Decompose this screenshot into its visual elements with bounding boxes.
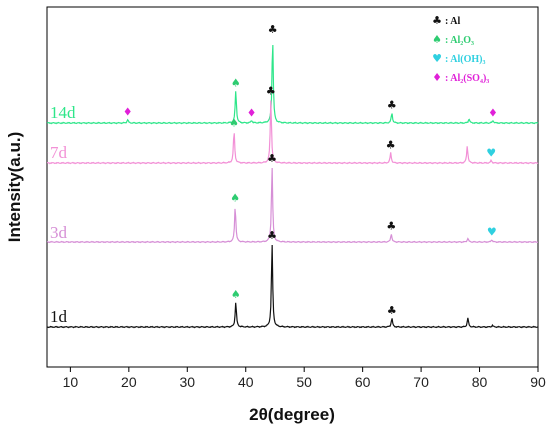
peak-marker: ♣ <box>387 99 397 112</box>
series-line <box>46 45 539 125</box>
series-group: 14d ♦ ♠ ♦ ♣ ♣ ♦ 7d ♠ ♣ ♣ ♥ 3d ♠ ♣ ♣ ♥ 1d ♠ ♣ ♣ <box>46 23 539 329</box>
peak-marker: ♦ <box>488 106 498 119</box>
peak-marker: ♣ <box>386 139 396 152</box>
x-tick-label: 60 <box>355 374 371 390</box>
peak-marker: ♣ <box>267 229 277 242</box>
series-line <box>46 167 539 244</box>
peak-marker: ♥ <box>486 146 496 159</box>
peak-marker: ♥ <box>487 226 497 239</box>
legend-entry-label: : Al₂O₃ <box>445 35 474 46</box>
x-axis-title: 2θ(degree) <box>249 405 335 424</box>
y-axis-title: Intensity(a.u.) <box>5 132 24 243</box>
plot-frame <box>46 6 539 368</box>
peak-marker: ♣ <box>267 152 277 165</box>
x-tick-label: 90 <box>530 374 546 390</box>
peak-marker: ♠ <box>229 116 239 129</box>
x-axis-ticks <box>69 367 539 372</box>
series-label: 1d <box>50 307 68 326</box>
series-14d: 14d ♦ ♠ ♦ ♣ ♣ ♦ <box>46 23 539 125</box>
peak-marker: ♣ <box>268 23 278 36</box>
series-7d: 7d ♠ ♣ ♣ ♥ <box>46 85 539 165</box>
x-tick-label: 70 <box>413 374 429 390</box>
legend-symbol: ♥ <box>432 52 442 65</box>
legend-entry-label: : Al(OH)₃ <box>445 54 486 65</box>
legend-entry-label: : Al₂(SO₄)₃ <box>445 73 489 84</box>
legend-symbol: ♠ <box>432 33 442 46</box>
legend: ♣: Al♠: Al₂O₃♥: Al(OH)₃♦: Al₂(SO₄)₃ <box>432 14 489 84</box>
x-tick-label: 40 <box>238 374 254 390</box>
series-1d: 1d ♠ ♣ ♣ <box>46 229 539 329</box>
series-line <box>46 244 539 329</box>
x-tick-label: 50 <box>296 374 312 390</box>
x-tick-label: 80 <box>472 374 488 390</box>
peak-marker: ♣ <box>386 220 396 233</box>
peak-marker: ♠ <box>231 76 241 89</box>
legend-symbol: ♦ <box>432 71 442 84</box>
series-label: 3d <box>50 223 68 242</box>
series-3d: 3d ♠ ♣ ♣ ♥ <box>46 152 539 244</box>
peak-marker: ♠ <box>231 288 241 301</box>
series-label: 7d <box>50 143 68 162</box>
x-tick-label: 10 <box>63 374 79 390</box>
peak-marker: ♣ <box>387 304 397 317</box>
x-tick-label: 20 <box>121 374 137 390</box>
legend-entry-label: : Al <box>445 16 461 27</box>
peak-marker: ♦ <box>247 106 257 119</box>
peak-marker: ♣ <box>266 85 276 98</box>
x-tick-labels: 10 20 30 40 50 60 70 80 90 <box>63 374 546 390</box>
legend-symbol: ♣ <box>432 14 442 27</box>
series-label: 14d <box>50 103 76 122</box>
peak-marker: ♠ <box>230 192 240 205</box>
series-line <box>46 100 539 165</box>
x-tick-label: 30 <box>179 374 195 390</box>
peak-marker: ♦ <box>123 106 133 119</box>
